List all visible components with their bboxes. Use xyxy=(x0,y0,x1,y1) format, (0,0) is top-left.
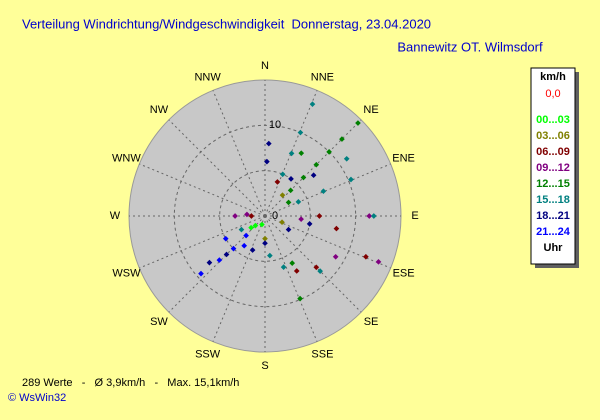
point xyxy=(287,187,294,194)
point xyxy=(339,136,345,142)
direction-label: SE xyxy=(364,316,379,328)
point xyxy=(232,213,238,219)
chart-title: Verteilung Windrichtung/Windgeschwindigk… xyxy=(22,16,431,31)
point xyxy=(252,222,259,229)
point xyxy=(198,270,204,277)
ring xyxy=(173,124,357,308)
point xyxy=(265,140,272,147)
legend-label: 00...03 xyxy=(536,114,570,126)
point xyxy=(295,199,302,205)
legend-label: 09...12 xyxy=(536,162,570,174)
point xyxy=(279,171,286,178)
point xyxy=(333,225,340,232)
point xyxy=(243,232,249,239)
legend-label: 06...09 xyxy=(536,146,570,158)
point xyxy=(348,176,354,183)
point xyxy=(248,213,255,219)
point xyxy=(216,257,223,263)
direction-label: NNE xyxy=(311,71,334,83)
point xyxy=(298,150,305,157)
legend-label: 15...18 xyxy=(536,194,570,206)
legend-label: 03...06 xyxy=(536,130,570,142)
point xyxy=(300,174,307,181)
point xyxy=(317,268,323,274)
point xyxy=(343,155,350,162)
legend-label: 18...21 xyxy=(536,210,570,222)
point xyxy=(313,264,320,271)
direction-label: E xyxy=(411,210,418,222)
credit: © WsWin32 xyxy=(8,392,66,404)
point xyxy=(306,221,313,227)
point xyxy=(366,213,373,219)
direction-label: SSE xyxy=(311,348,333,360)
point xyxy=(288,150,295,157)
point xyxy=(230,245,237,252)
point xyxy=(285,226,292,233)
point xyxy=(285,199,292,206)
point xyxy=(326,149,332,155)
point xyxy=(370,213,377,219)
point xyxy=(288,176,294,182)
direction-label: ENE xyxy=(392,153,415,165)
legend-label: 12...15 xyxy=(536,178,570,190)
point xyxy=(248,224,254,231)
point xyxy=(293,268,300,274)
direction-label: N xyxy=(261,60,269,72)
point xyxy=(262,235,268,242)
direction-label: NNW xyxy=(194,71,221,83)
r-tick-label: 0 xyxy=(272,210,278,222)
direction-label: WSW xyxy=(112,267,141,279)
direction-label: ESE xyxy=(393,267,415,279)
point xyxy=(222,235,229,242)
direction-label: NW xyxy=(150,104,169,116)
point xyxy=(244,211,250,218)
point xyxy=(310,172,317,179)
point xyxy=(289,260,296,266)
point xyxy=(309,101,316,107)
ring xyxy=(219,170,311,262)
direction-label: W xyxy=(110,210,121,222)
direction-label: SW xyxy=(150,316,168,328)
legend-calm: 0,0 xyxy=(545,88,560,100)
legend-label: 21...24 xyxy=(536,226,571,238)
point xyxy=(355,120,361,126)
direction-label: SSW xyxy=(195,348,221,360)
point xyxy=(297,129,304,136)
point xyxy=(267,252,273,259)
point xyxy=(262,240,268,247)
point xyxy=(297,295,303,302)
point xyxy=(274,179,281,185)
point xyxy=(320,188,327,195)
point xyxy=(206,259,213,266)
point xyxy=(259,221,265,228)
footer: 289 Werte - Ø 3,9km/h - Max. 15,1km/h xyxy=(22,377,239,389)
point xyxy=(279,192,286,198)
point xyxy=(280,264,287,270)
direction-label: NE xyxy=(363,104,378,116)
point xyxy=(313,161,320,168)
legend-title: km/h xyxy=(540,71,566,83)
direction-label: WNW xyxy=(112,153,141,165)
point xyxy=(238,226,245,233)
r-tick-label: 10 xyxy=(269,119,281,131)
legend-box xyxy=(530,67,576,265)
point xyxy=(363,253,369,260)
point xyxy=(375,259,382,265)
direction-label: S xyxy=(261,360,268,372)
point xyxy=(298,216,304,222)
point xyxy=(241,242,248,249)
point xyxy=(332,253,339,260)
legend-footer: Uhr xyxy=(544,242,564,254)
point xyxy=(249,247,256,253)
chart-subtitle: Bannewitz OT. Wilmsdorf xyxy=(397,39,543,54)
point xyxy=(316,213,323,219)
point xyxy=(223,251,230,258)
point xyxy=(279,219,285,226)
point xyxy=(264,158,270,165)
